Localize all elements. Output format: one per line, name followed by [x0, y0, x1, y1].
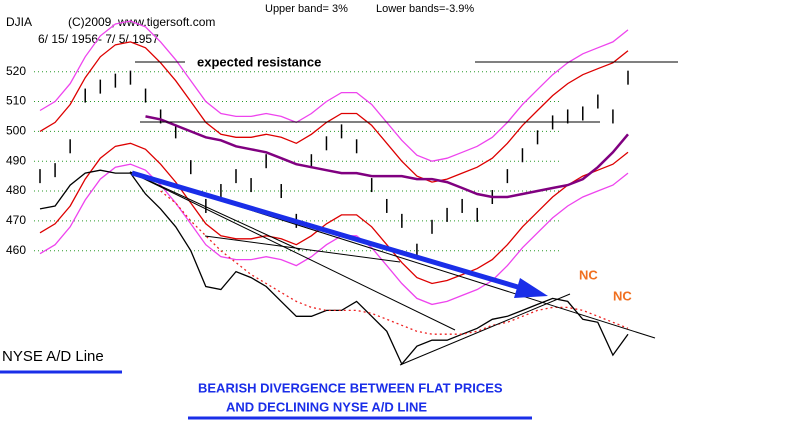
plot: 460 470 480 490 500 510 520	[6, 20, 629, 366]
band-note: Upper band= 3%	[265, 3, 348, 15]
y-tick-label: 520	[6, 64, 26, 78]
annotation: expected resistance	[197, 54, 321, 69]
annotation: BEARISH DIVERGENCE BETWEEN FLAT PRICES	[198, 380, 503, 395]
annotation: NYSE A/D Line	[2, 348, 104, 365]
y-tick-label: 460	[6, 243, 26, 257]
trend-line	[204, 235, 401, 263]
series-line	[39, 169, 629, 366]
series-line	[160, 190, 629, 335]
chart-title: DJIA	[6, 15, 32, 29]
annotation: NC	[579, 267, 598, 282]
y-tick-label: 500	[6, 124, 26, 138]
annotation: NC	[613, 288, 632, 303]
divergence-arrow	[131, 170, 529, 293]
copyright: (C)2009, www.tigersoft.com	[68, 15, 215, 29]
annotation: AND DECLINING NYSE A/D LINE	[226, 399, 427, 414]
trend-line	[399, 293, 571, 366]
trend-line	[129, 171, 456, 331]
series-line	[39, 20, 629, 162]
band-note: Lower bands=-3.9%	[376, 3, 474, 15]
arrow-head	[514, 278, 548, 298]
annotation-lines	[129, 61, 678, 366]
series-line	[145, 115, 629, 199]
series-line	[39, 163, 629, 306]
y-tick-label: 490	[6, 153, 26, 167]
series-line	[39, 142, 629, 285]
y-tick-label: 510	[6, 94, 26, 108]
y-tick-label: 470	[6, 213, 26, 227]
y-tick-label: 480	[6, 183, 26, 197]
series-line	[39, 41, 629, 183]
trend-line	[129, 171, 301, 251]
